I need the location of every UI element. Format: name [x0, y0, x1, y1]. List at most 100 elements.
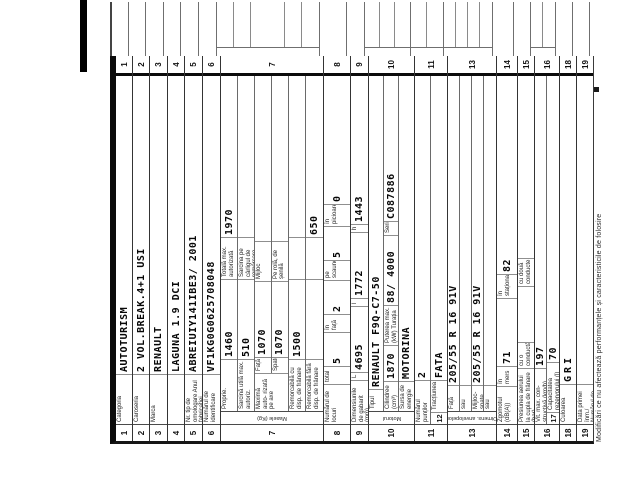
- field-value: LAGUNA 1.9 DCI: [170, 280, 182, 372]
- extension-row: [199, 2, 217, 56]
- field-value: [238, 76, 254, 237]
- extension-line: [456, 2, 468, 47]
- row-number-left: 15: [518, 424, 534, 441]
- field-label: Remorcabilă cu disp. de frânare: [289, 359, 305, 411]
- table-line: Culoarea GRI: [560, 76, 576, 424]
- row-number-left: 3: [150, 424, 167, 441]
- field-label: Dimensiunile de gabarit (mm): [351, 380, 368, 424]
- nested-row-number: 12: [431, 412, 447, 424]
- extension-line: [427, 2, 443, 47]
- field-label: sau: [460, 385, 471, 411]
- table-row: 15 Presiunea aerului la cupla de frânare …: [518, 56, 535, 441]
- row-number-right: 11: [415, 56, 447, 76]
- table-line: LAGUNA 1.9 DCI: [168, 76, 184, 424]
- vertical-group-label: Motorul: [369, 411, 414, 424]
- row-lines: Numărul de locuri total 5 în față 2 pe scaune…: [324, 76, 350, 424]
- extension-row: [411, 2, 444, 56]
- row-number-left: 10: [369, 424, 414, 441]
- extension-line: [411, 2, 427, 47]
- field-label: Remorcabilă fără disp. de frânare: [306, 359, 323, 411]
- extension-line: [543, 2, 555, 47]
- extension-row: [129, 2, 146, 56]
- field-label: [289, 237, 305, 279]
- extension-row: [164, 2, 181, 56]
- vertical-group-label-text: Dimens. anvelopelor: [446, 415, 498, 421]
- field-value: [272, 76, 288, 241]
- row-number-right: 14: [497, 56, 517, 76]
- field-label: Categoria: [116, 374, 132, 424]
- field-label: [306, 237, 323, 279]
- extension-sublines: [217, 2, 319, 48]
- field-value: 1500: [289, 279, 305, 359]
- field-label: Pe rolă, de șenilă: [271, 241, 288, 281]
- table-row: 1 Categoria AUTOTURISM 1: [116, 56, 133, 441]
- table-line: Tipul RENAULT F9Q-C7-50: [369, 76, 384, 411]
- field-value: FATA: [433, 351, 445, 378]
- row-number-left: 5: [185, 424, 202, 441]
- extension-line: [444, 2, 456, 47]
- field-value: 2 VOL.BREAK.4+1 USI: [135, 248, 147, 372]
- field-label: Mijloc: [255, 241, 271, 281]
- field-value: RENAULT: [153, 326, 164, 372]
- extension-line: [365, 2, 380, 47]
- ink-dot: [594, 87, 599, 92]
- row-number-left: 14: [497, 424, 517, 441]
- field-label: Numărul punților: [415, 380, 430, 424]
- field-value: [460, 76, 471, 385]
- row-lines: Tipul RENAULT F9Q-C7-50 Cilindree (cm³) 187…: [369, 76, 414, 411]
- table-subline: Spate 1070 Pe rolă, de șenilă: [271, 76, 288, 373]
- table-extension: [110, 2, 590, 56]
- field-label: Cilindree (cm³): [384, 381, 398, 411]
- extension-line: [234, 2, 251, 47]
- nested-row-number: 17: [547, 412, 559, 424]
- field-value: 197: [535, 346, 546, 366]
- field-label: Zgomotul (dB(A)): [497, 386, 517, 424]
- field-label: total: [324, 366, 350, 384]
- field-label: Totală max. autorizată: [221, 237, 237, 279]
- field-label: h: [351, 224, 368, 232]
- extension-line: [285, 2, 302, 47]
- extension-row: [573, 2, 590, 56]
- table-line: sau: [484, 76, 496, 411]
- field-label: cu două conducte: [518, 258, 534, 286]
- field-value: 2: [417, 371, 428, 378]
- extension-row: [531, 2, 556, 56]
- row-number-left: 19: [577, 424, 593, 441]
- field-label: Numărul de locuri: [324, 384, 350, 424]
- field-value: ABREIUIY141IBE3/ 2001: [188, 235, 199, 372]
- field-value: 2: [324, 280, 350, 314]
- row-lines: Vit. max. con- structivă (km/h) 197 17 Capa…: [535, 76, 559, 424]
- table-row: 16 Vit. max. con- structivă (km/h) 197 17 Ca…: [535, 56, 560, 441]
- row-number-right: 2: [133, 56, 149, 76]
- field-value: RENAULT F9Q-C7-50: [370, 276, 382, 387]
- field-label: Presiunea aerului la cupla de frânare (b…: [518, 368, 534, 424]
- field-value: 4695: [351, 306, 368, 372]
- table-row: 8 Numărul de locuri total 5 în față 2 pe scaun…: [324, 56, 351, 441]
- row-number-right: 9: [351, 56, 368, 76]
- field-value: 70: [547, 346, 559, 360]
- extension-row: [365, 2, 411, 56]
- extension-row: [444, 2, 493, 56]
- field-value: 1772: [351, 232, 368, 298]
- row-number-right: 5: [185, 56, 202, 76]
- field-label: [168, 374, 184, 424]
- extension-line: [531, 2, 543, 47]
- table-line: Nr. tip de omologare Anul fabricației ABR…: [185, 76, 202, 424]
- field-label: Tipul: [369, 389, 383, 411]
- extension-line: [380, 2, 395, 47]
- row-number-right: 19: [577, 56, 593, 76]
- field-label: Sursa de energie: [399, 381, 414, 411]
- vertical-group-label-text: Motorul: [382, 415, 401, 421]
- field-value: 5: [324, 332, 350, 366]
- extension-row: [347, 2, 365, 56]
- field-value: 510: [238, 279, 254, 359]
- extension-row: [320, 2, 347, 56]
- extension-row: [514, 2, 531, 56]
- row-lines: Zgomotul (dB(A)) în mers 71 în staționare 82: [497, 76, 517, 424]
- row-lines: Data primei înm./ Numărul de înm.: [577, 76, 593, 424]
- vertical-group-label-text: Masele (Kg): [257, 415, 287, 421]
- civ-table: 1 Categoria AUTOTURISM 1 2 Caroseria 2 VOL.BRE…: [110, 56, 594, 444]
- row-number-left: 2: [133, 424, 149, 441]
- vertical-group-label: Masele (Kg): [221, 411, 323, 424]
